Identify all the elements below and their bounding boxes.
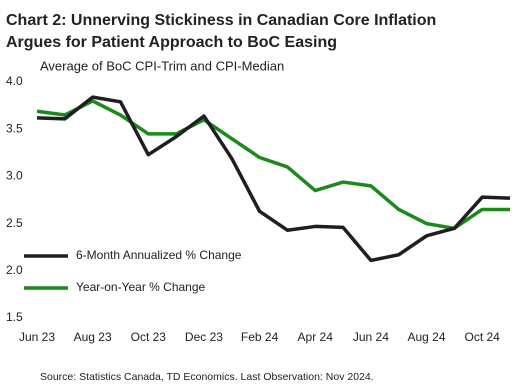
y-tick-label: 2.5 <box>6 216 23 230</box>
y-tick-label: 3.0 <box>6 169 23 183</box>
x-tick-label: Aug 23 <box>74 330 112 344</box>
chart-title: Argues for Patient Approach to BoC Easin… <box>6 34 337 51</box>
x-tick-label: Oct 24 <box>464 330 500 344</box>
x-tick-label: Jun 24 <box>353 330 389 344</box>
legend-label: Year-on-Year % Change <box>76 280 206 294</box>
series-line <box>36 99 510 231</box>
x-tick-label: Aug 24 <box>408 330 446 344</box>
chart-title: Chart 2: Unnerving Stickiness in Canadia… <box>6 12 436 29</box>
y-tick-label: 4.0 <box>6 74 23 88</box>
chart-subtitle: Average of BoC CPI-Trim and CPI-Median <box>40 58 284 73</box>
x-tick-label: Oct 23 <box>131 330 167 344</box>
x-tick-label: Dec 23 <box>185 330 223 344</box>
y-tick-label: 1.5 <box>6 310 23 324</box>
x-tick-label: Feb 24 <box>241 330 279 344</box>
y-tick-label: 3.5 <box>6 121 23 135</box>
x-tick-label: Jun 23 <box>19 330 55 344</box>
legend-label: 6-Month Annualized % Change <box>76 248 242 262</box>
x-tick-label: Apr 24 <box>298 330 334 344</box>
source-note: Source: Statistics Canada, TD Economics.… <box>40 371 374 383</box>
series-line <box>36 95 511 263</box>
y-tick-label: 2.0 <box>6 263 23 277</box>
